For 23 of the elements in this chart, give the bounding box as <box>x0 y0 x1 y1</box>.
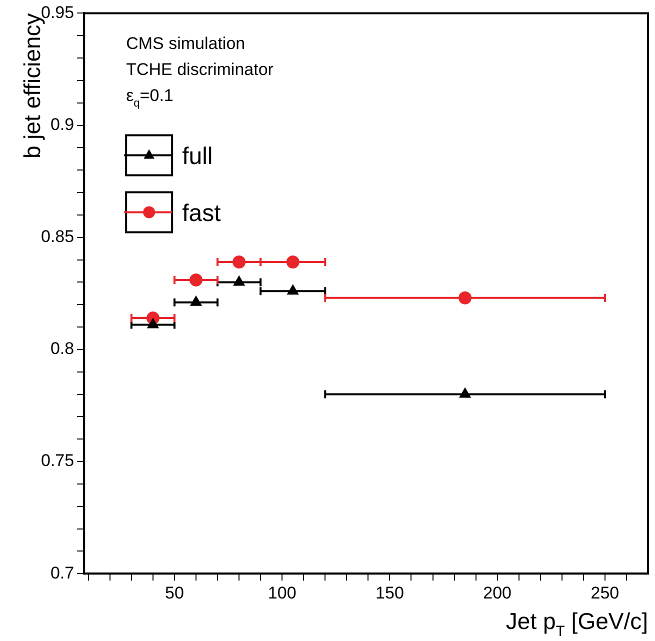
x-tick-label: 200 <box>483 583 512 602</box>
y-tick-label: 0.8 <box>50 339 74 358</box>
y-tick-label: 0.9 <box>50 114 74 134</box>
point <box>459 388 471 398</box>
annotation: CMS simulation <box>126 34 246 54</box>
legend-label: full <box>182 143 213 170</box>
x-tick-label: 100 <box>268 583 296 602</box>
y-tick-label: 0.75 <box>40 451 74 470</box>
point <box>233 276 245 286</box>
y-tick-label: 0.7 <box>50 563 74 582</box>
point <box>286 256 300 269</box>
point <box>232 256 246 269</box>
point <box>287 284 299 295</box>
point <box>458 291 472 304</box>
point <box>147 318 159 328</box>
legend-label: fast <box>182 200 222 228</box>
point <box>190 296 202 306</box>
point <box>190 273 203 286</box>
y-tick-label: 0.85 <box>40 227 74 246</box>
x-tick-label: 50 <box>165 583 184 602</box>
annotation: TCHE discriminator <box>126 60 274 80</box>
x-tick-label: 150 <box>376 583 404 602</box>
x-tick-label: 250 <box>590 583 620 602</box>
